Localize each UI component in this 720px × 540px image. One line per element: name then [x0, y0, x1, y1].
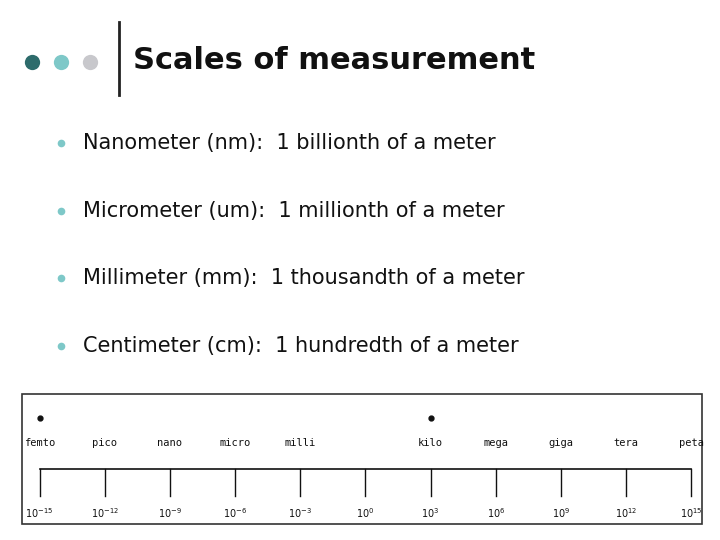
Text: Millimeter (mm):  1 thousandth of a meter: Millimeter (mm): 1 thousandth of a meter	[83, 268, 524, 288]
Text: micro: micro	[220, 438, 251, 448]
Text: $10^{-9}$: $10^{-9}$	[158, 506, 182, 520]
Text: $10^{6}$: $10^{6}$	[487, 506, 505, 520]
Text: Micrometer (um):  1 millionth of a meter: Micrometer (um): 1 millionth of a meter	[83, 200, 505, 221]
Text: nano: nano	[158, 438, 182, 448]
Text: $10^{3}$: $10^{3}$	[421, 506, 440, 520]
Text: $10^{12}$: $10^{12}$	[615, 506, 637, 520]
Text: $10^{-6}$: $10^{-6}$	[223, 506, 247, 520]
Text: $10^{-12}$: $10^{-12}$	[91, 506, 119, 520]
Text: kilo: kilo	[418, 438, 443, 448]
Text: $10^{9}$: $10^{9}$	[552, 506, 570, 520]
Text: $10^{-15}$: $10^{-15}$	[25, 506, 54, 520]
Text: $10^{15}$: $10^{15}$	[680, 506, 703, 520]
Text: $10^{0}$: $10^{0}$	[356, 506, 374, 520]
Text: $10^{-3}$: $10^{-3}$	[288, 506, 312, 520]
Text: Scales of measurement: Scales of measurement	[133, 46, 536, 75]
Text: peta: peta	[679, 438, 703, 448]
Text: femto: femto	[24, 438, 55, 448]
Text: pico: pico	[92, 438, 117, 448]
Text: Centimeter (cm):  1 hundredth of a meter: Centimeter (cm): 1 hundredth of a meter	[83, 335, 518, 356]
Text: mega: mega	[483, 438, 508, 448]
Text: tera: tera	[613, 438, 639, 448]
Text: milli: milli	[284, 438, 316, 448]
Text: Nanometer (nm):  1 billionth of a meter: Nanometer (nm): 1 billionth of a meter	[83, 133, 495, 153]
Text: giga: giga	[549, 438, 573, 448]
FancyBboxPatch shape	[22, 394, 702, 524]
